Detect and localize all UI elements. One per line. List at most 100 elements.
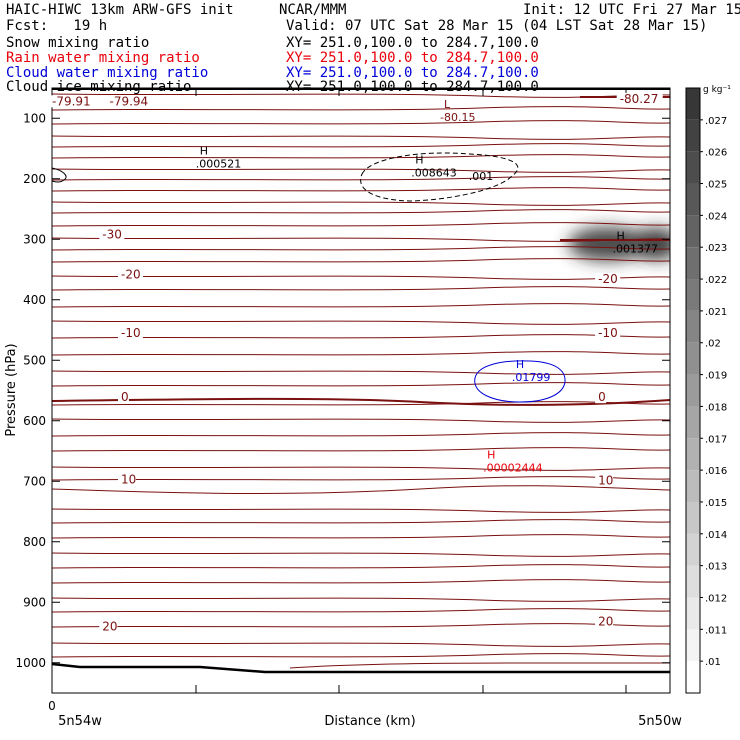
colorbar-cell [686, 151, 700, 184]
extremum-value: -80.15 [440, 111, 475, 124]
temperature-label: -20 [598, 272, 618, 286]
temperature-contour [52, 351, 670, 356]
label-bg [117, 327, 143, 340]
temperature-label: -30 [102, 227, 122, 241]
extremum-value: .000521 [196, 158, 242, 171]
temperature-contour [52, 466, 670, 471]
label-bg [117, 391, 129, 404]
temperature-contour [52, 334, 670, 339]
temperature-label: -80.27 [620, 92, 659, 106]
colorbar-cell [686, 247, 700, 280]
valid-time: Valid: 07 UTC Sat 28 Mar 15 (04 LST Sat … [286, 18, 708, 34]
temperature-contour [52, 519, 670, 524]
colorbar-label: .025 [705, 180, 727, 191]
colorbar-label: .023 [705, 243, 727, 254]
colorbar-label: .014 [705, 530, 727, 541]
init-time: Init: 12 UTC Fri 27 Mar 15 [523, 2, 740, 18]
colorbar-cell [686, 183, 700, 216]
temperature-label: -79.91 [52, 94, 91, 108]
field-xy-rain: XY= 251.0,100.0 to 284.7,100.0 [286, 50, 539, 66]
y-tick-label: 300 [23, 232, 46, 246]
temperature-contour [52, 564, 670, 569]
surface-terrain-line [52, 662, 670, 674]
colorbar-cell [686, 597, 700, 630]
colorbar-cell [686, 629, 700, 662]
colorbar-label: .026 [705, 148, 727, 159]
colorbar-unit: g kg⁻¹ [703, 85, 731, 95]
colorbar-cell [686, 215, 700, 248]
field-xy-snow: XY= 251.0,100.0 to 284.7,100.0 [286, 35, 539, 51]
colorbar-label: .018 [705, 402, 727, 413]
freezing-level-contour [52, 397, 670, 406]
label-bg [595, 615, 614, 628]
temperature-contour [52, 201, 670, 206]
forecast-hour: Fcst: 19 h [6, 18, 108, 34]
colorbar-label: .027 [705, 116, 727, 127]
temperature-contour [52, 143, 670, 148]
colorbar-cell [686, 88, 700, 120]
label-bg [595, 391, 607, 404]
temperature-label: -10 [598, 326, 618, 340]
temperature-contour [52, 303, 670, 308]
temperature-label: 0 [598, 390, 606, 404]
temperature-label: 20 [598, 615, 613, 629]
colorbar-cell [686, 533, 700, 566]
colorbar-cell [686, 438, 700, 471]
colorbar-label: .019 [705, 371, 727, 382]
colorbar-label: .011 [705, 625, 727, 636]
model-title: HAIC-HIWC 13km ARW-GFS init [6, 2, 234, 18]
temperature-contour [52, 370, 670, 375]
temperature-contour [52, 418, 670, 423]
cloud-water-contour [474, 360, 566, 403]
contour-label: .001 [469, 170, 494, 183]
temperature-contour [52, 154, 670, 159]
field-name-rain: Rain water mixing ratio [6, 50, 200, 66]
colorbar-label: .022 [705, 275, 727, 286]
y-tick-label: 600 [23, 414, 46, 428]
temperature-contour [52, 320, 670, 325]
snow-contour [52, 167, 67, 183]
temperature-contour [52, 246, 670, 251]
label-bg [595, 273, 621, 286]
temperature-contour [52, 432, 670, 437]
colorbar-label: .012 [705, 593, 727, 604]
extremum-value: .008643 [411, 167, 457, 180]
colorbar-cell [686, 342, 700, 375]
colorbar-cell [686, 470, 700, 502]
temperature-contour [52, 222, 670, 227]
temperature-contour [52, 476, 670, 481]
label-bg [117, 473, 136, 486]
temperature-contour [52, 534, 670, 539]
temperature-contour [52, 579, 670, 584]
y-tick-label: 1000 [15, 656, 46, 670]
ice-shading-blob [568, 227, 648, 261]
temperature-contour [52, 623, 670, 628]
colorbar-label: .01 [705, 657, 721, 668]
colorbar-cell [686, 119, 700, 152]
label-bg [595, 327, 621, 340]
field-name-cloud-water: Cloud water mixing ratio [6, 65, 209, 81]
colorbar-label: .021 [705, 307, 727, 318]
temperature-contour [52, 286, 670, 291]
extremum-marker: H [200, 145, 208, 158]
temperature-contour [52, 608, 670, 613]
field-name-snow: Snow mixing ratio [6, 35, 150, 51]
snow-contour [360, 152, 519, 202]
label-bg [99, 620, 118, 633]
temperature-contour [52, 552, 670, 557]
temperature-label: -79.94 [109, 94, 148, 108]
extremum-marker: H [617, 229, 625, 242]
colorbar-cell [686, 279, 700, 311]
y-tick-label: 100 [23, 111, 46, 125]
temperature-contour [52, 597, 670, 602]
extremum-marker: H [516, 358, 524, 371]
temperature-contour [52, 642, 670, 647]
colorbar-cell [686, 565, 700, 598]
colorbar-label: .013 [705, 562, 727, 573]
org-label: NCAR/MMM [279, 2, 347, 18]
extremum-value: .00002444 [483, 461, 543, 474]
colorbar-cell [686, 501, 700, 534]
colorbar-label: .024 [705, 211, 727, 222]
x-start-label: 5n54w [58, 714, 102, 729]
plot-frame [51, 87, 671, 694]
